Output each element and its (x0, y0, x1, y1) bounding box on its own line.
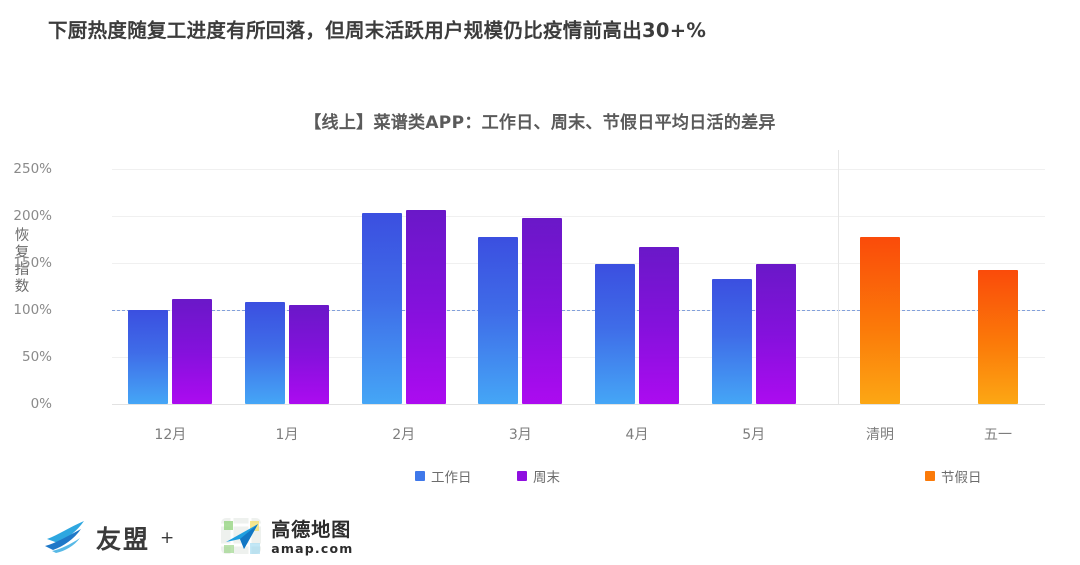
legend-label: 周末 (533, 470, 560, 486)
y-axis-tick-label: 150% (13, 255, 52, 271)
legend-swatch-icon (517, 471, 527, 481)
chart-bar[interactable] (245, 302, 285, 404)
x-axis-tick-label: 4月 (625, 427, 649, 443)
grid-line (112, 357, 1045, 358)
umeng-bird-icon (44, 519, 88, 557)
grid-line (112, 169, 1045, 170)
legend-item-周末[interactable]: 周末 (517, 466, 560, 486)
legend-item-节假日[interactable]: 节假日 (925, 466, 982, 486)
amap-logo: 高德地图 amap.com (220, 515, 353, 561)
amap-wordmark: 高德地图 amap.com (271, 518, 354, 556)
chart-bar[interactable] (478, 236, 519, 404)
chart-title: 【线上】菜谱类APP：工作日、周末、节假日平均日活的差异 (304, 113, 776, 133)
legend-label: 工作日 (431, 470, 472, 486)
chart-bar[interactable] (711, 278, 752, 404)
y-axis-label-char: 指 (14, 262, 30, 279)
amap-map-icon (220, 515, 262, 561)
y-axis-tick-label: 100% (13, 302, 52, 318)
y-axis-label-char: 复 (14, 245, 30, 262)
x-axis-tick-label: 1月 (275, 427, 299, 443)
chart-bar[interactable] (172, 298, 213, 404)
grid-line (112, 263, 1045, 264)
y-axis-label-char: 数 (14, 279, 30, 296)
legend-item-工作日[interactable]: 工作日 (415, 466, 472, 486)
x-axis-tick-label: 12月 (154, 427, 187, 443)
y-axis-tick-label: 200% (13, 208, 52, 224)
y-axis-label-char: 恢 (14, 228, 30, 244)
chart-bar[interactable] (128, 310, 169, 404)
y-axis-tick-label: 0% (30, 396, 52, 412)
x-axis-tick-label: 清明 (866, 427, 894, 443)
umeng-plus-label: + (160, 528, 175, 548)
legend-swatch-icon (925, 471, 935, 481)
x-axis-tick-label: 5月 (742, 427, 766, 443)
amap-en-label: amap.com (271, 540, 354, 556)
chart-bar[interactable] (595, 263, 635, 404)
chart-bar[interactable] (639, 247, 679, 404)
chart-bar[interactable] (755, 263, 796, 404)
y-axis-tick-label: 250% (13, 161, 52, 177)
page-title: 下厨热度随复工进度有所回落，但周末活跃用户规模仍比疫情前高出30+% (48, 19, 707, 42)
y-axis-tick-label: 50% (21, 349, 52, 365)
legend-swatch-icon (415, 471, 425, 481)
x-axis-tick-label: 3月 (508, 427, 532, 443)
umeng-logo: 友盟 + (44, 519, 174, 557)
grid-line (112, 216, 1045, 217)
panel-divider (838, 150, 839, 404)
footer-logos: 友盟 + 高德地图 amap.com (44, 515, 353, 561)
grid-line (112, 404, 1045, 405)
chart-bar[interactable] (978, 269, 1018, 404)
chart-bar[interactable] (860, 236, 900, 404)
reference-line-100 (112, 310, 1045, 311)
x-axis-tick-label: 2月 (392, 427, 416, 443)
chart-canvas (112, 169, 1045, 405)
legend-label: 节假日 (941, 470, 982, 486)
chart-bar[interactable] (289, 305, 329, 404)
chart-bar[interactable] (522, 217, 563, 404)
x-axis-tick-label: 五一 (984, 427, 1012, 443)
chart-bar[interactable] (361, 213, 402, 404)
amap-cn-label: 高德地图 (271, 518, 352, 541)
chart-plot-area (0, 150, 1080, 420)
umeng-label: 友盟 (96, 525, 151, 554)
chart-bar[interactable] (405, 210, 446, 404)
y-axis-label: 恢复指数 (10, 228, 34, 296)
